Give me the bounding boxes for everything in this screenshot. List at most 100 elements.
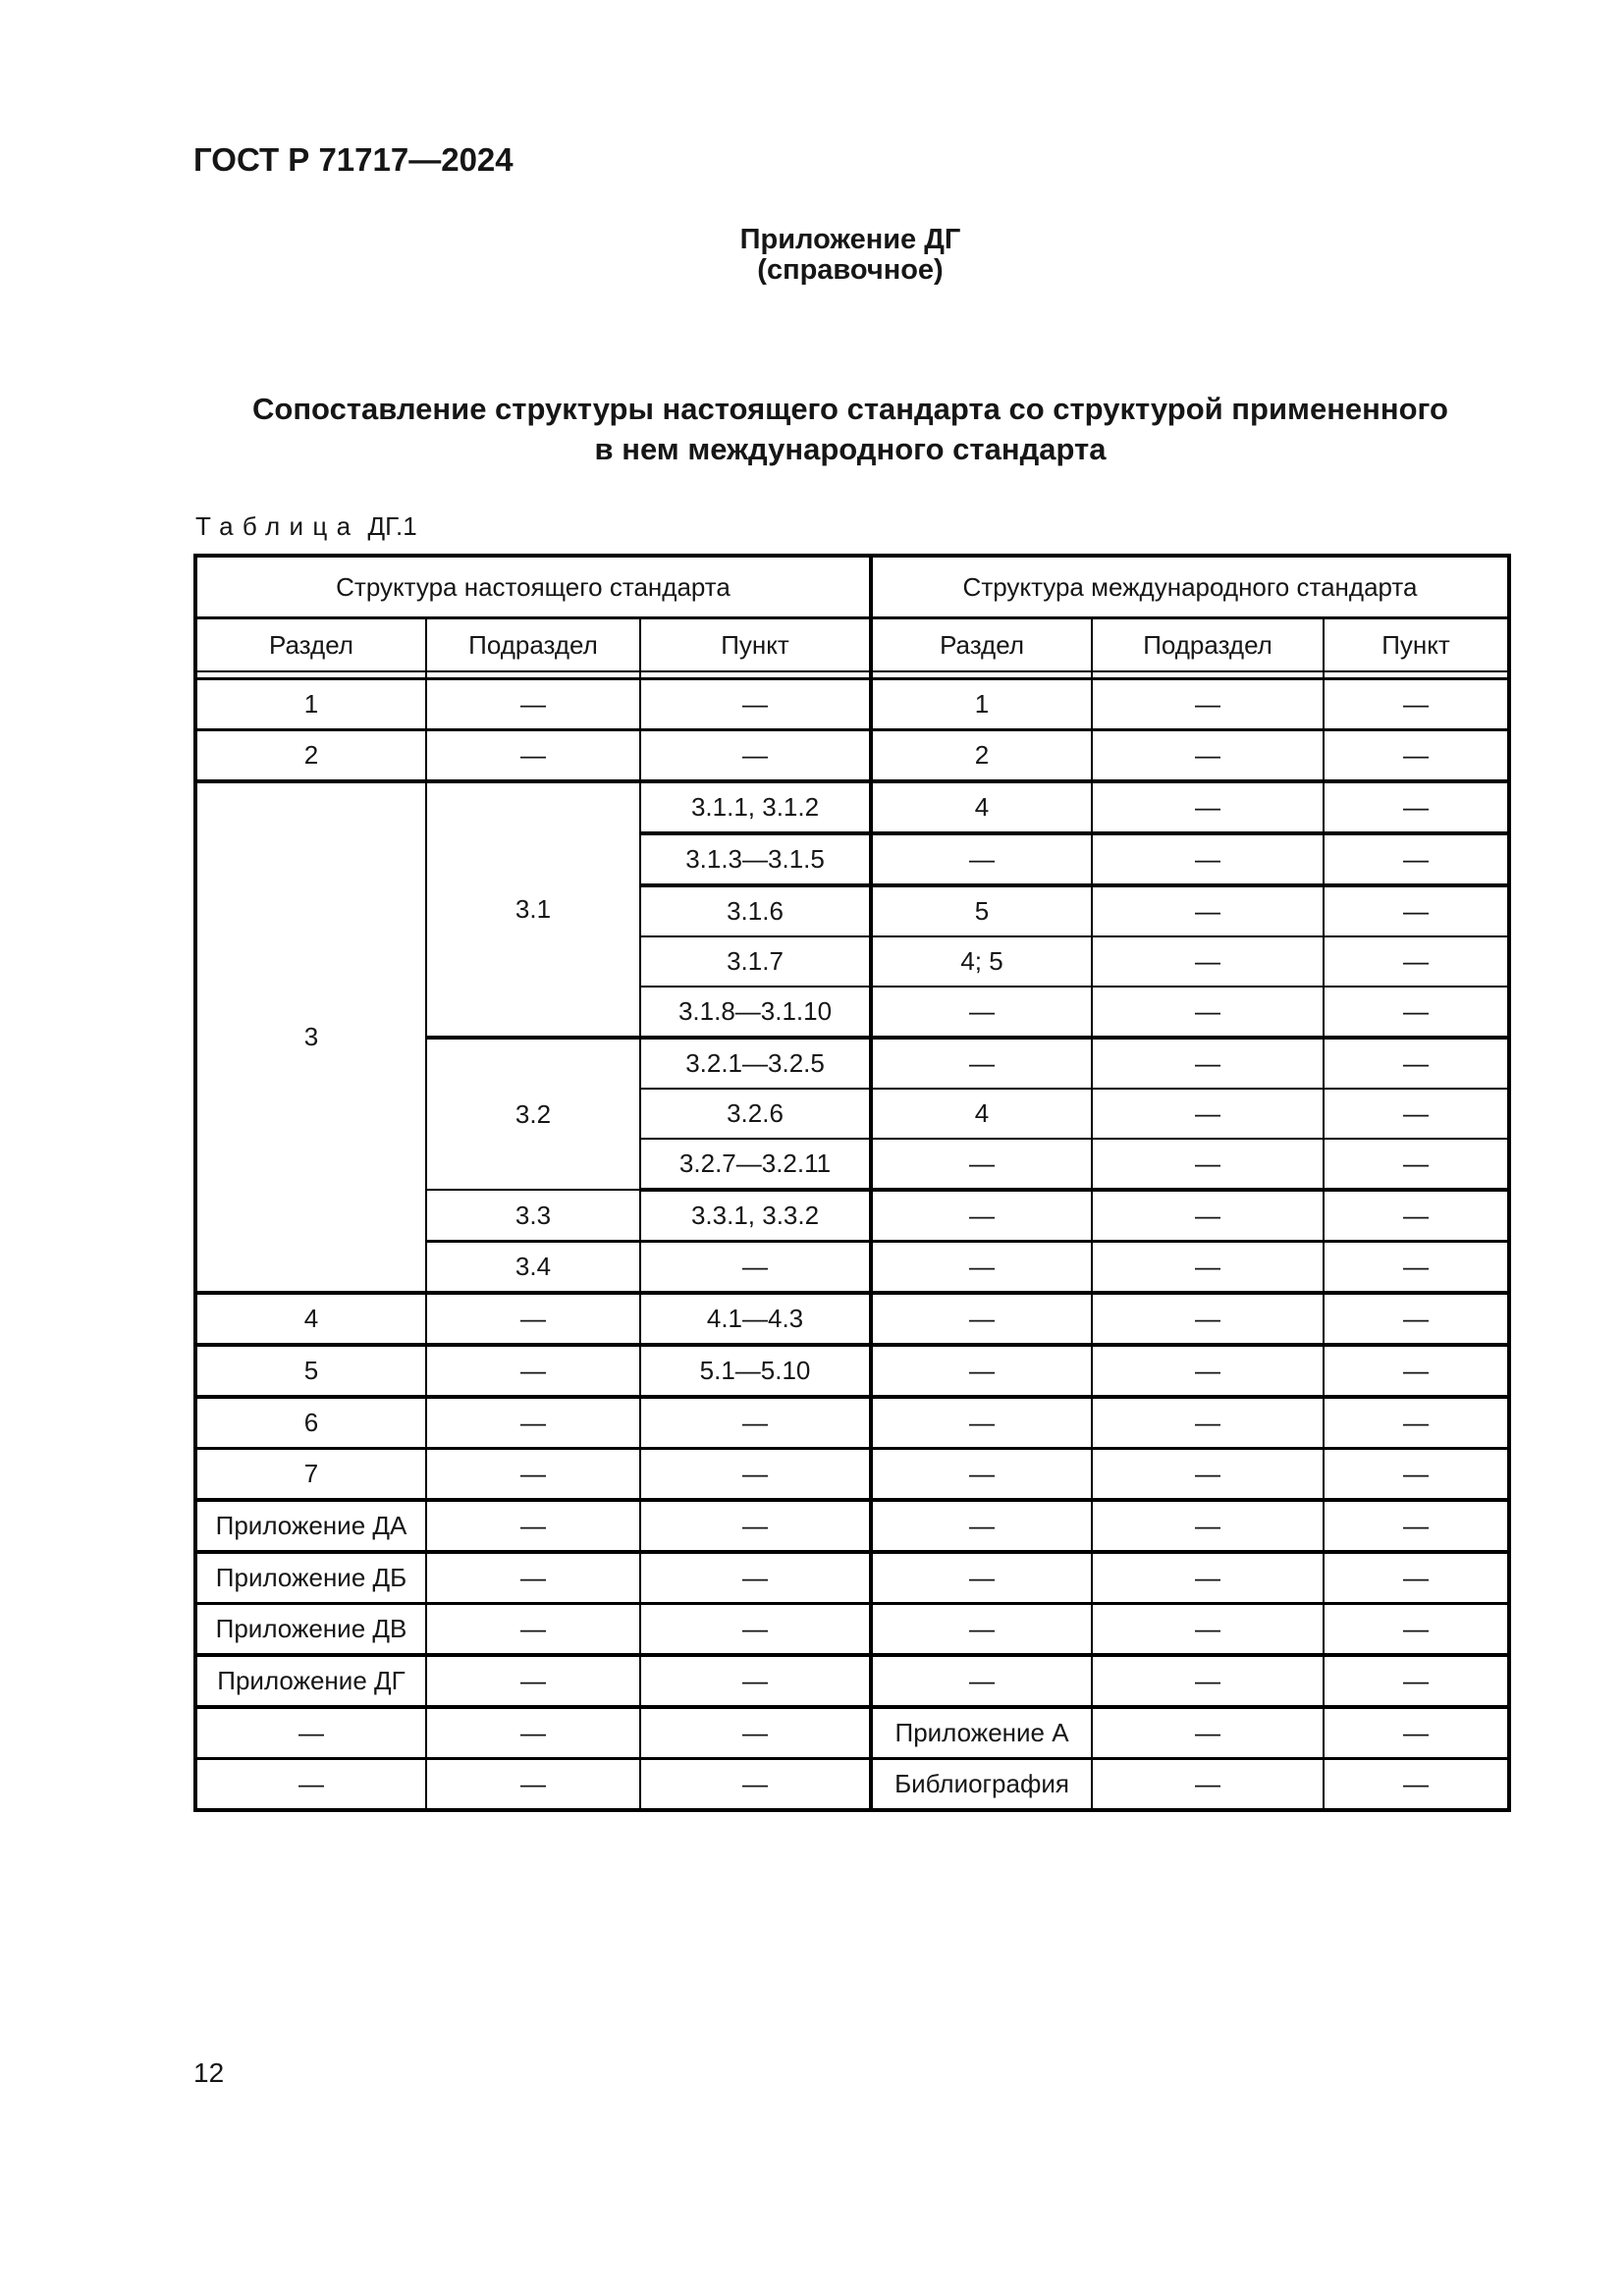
table-row: — — — Приложение А — —	[194, 1706, 1511, 1760]
table-cell: —	[1323, 1499, 1511, 1554]
table-cell: —	[425, 728, 641, 783]
table-cell: —	[1323, 1654, 1511, 1709]
table-cell: —	[1091, 1447, 1326, 1502]
table-cell: 3.3.1, 3.3.2	[638, 1189, 873, 1243]
table-cell: —	[1091, 986, 1326, 1040]
table-row: 3.2 3.2.1—3.2.5 — — —	[195, 1037, 1511, 1191]
table-cell: —	[425, 1499, 641, 1554]
section-title: Сопоставление структуры настоящего станд…	[193, 389, 1507, 469]
group-header-cell: Структура настоящего стандарта	[193, 555, 873, 619]
table-cell: 3.1.1, 3.1.2	[638, 780, 873, 835]
table-cell: —	[638, 728, 873, 783]
group-header-row: Структура настоящего стандарта Структура…	[193, 555, 1511, 619]
table-cell: —	[638, 1396, 873, 1450]
table-cell: 2	[194, 728, 427, 783]
table-row: Приложение ДГ — — — — —	[194, 1654, 1511, 1709]
table-row: 6 — — — — —	[194, 1396, 1511, 1450]
table-row: — — — Библиография — —	[194, 1757, 1511, 1812]
table-cell: 4.1—4.3	[638, 1292, 873, 1347]
table-cell: —	[1323, 1602, 1511, 1657]
appendix-type: (справочное)	[757, 254, 944, 286]
table-cell: —	[1091, 1189, 1326, 1243]
section-title-line1: Сопоставление структуры настоящего станд…	[252, 392, 1448, 426]
table-row: Приложение ДА — — — — —	[194, 1499, 1511, 1554]
table-cell: —	[638, 1654, 873, 1709]
table-cell: —	[1323, 1088, 1511, 1140]
table-cell: —	[425, 1757, 641, 1812]
table-cell: —	[1091, 728, 1326, 783]
table-cell: —	[1323, 1037, 1511, 1090]
table-cell: —	[425, 1602, 641, 1657]
double-rule-spacer	[869, 670, 1094, 680]
table-cell: —	[638, 1602, 873, 1657]
double-rule-spacer	[1323, 670, 1511, 680]
table-cell: —	[1323, 1138, 1511, 1192]
table-cell: —	[1091, 884, 1326, 937]
table-row: 3 3.1 3.1.1, 3.1.2 4 — —	[194, 780, 1511, 1295]
table-cell: 3.1.3—3.1.5	[638, 832, 873, 887]
table-cell: —	[1091, 1037, 1326, 1090]
table-cell: —	[1091, 1138, 1326, 1192]
table-cell: —	[869, 1654, 1094, 1709]
table-cell: —	[638, 1447, 873, 1502]
table-cell: —	[1323, 1757, 1511, 1812]
table-cell: —	[1323, 677, 1511, 731]
table-cell: —	[1323, 986, 1511, 1040]
table-cell: —	[1091, 780, 1326, 835]
table-cell: 4	[869, 780, 1094, 835]
table-cell: —	[869, 1037, 1094, 1090]
table-cell: —	[638, 1757, 873, 1812]
table-row: 1 — — 1 — —	[194, 677, 1511, 731]
doc-code: ГОСТ Р 71717—2024	[193, 141, 514, 178]
column-header-cell: Пункт	[638, 616, 873, 672]
table-cell: —	[1323, 1240, 1511, 1295]
appendix-heading: Приложение ДГ (справочное)	[193, 225, 1507, 286]
table-cell: —	[1091, 1396, 1326, 1450]
table-cell: 6	[194, 1396, 427, 1450]
table-cell: 3.1.7	[638, 935, 873, 988]
table-row: 3.1.7 4; 5 — —	[195, 935, 1511, 988]
table-cell: —	[1323, 1189, 1511, 1243]
table-cell: —	[869, 1138, 1094, 1192]
table-cell: —	[638, 1706, 873, 1760]
table-cell: —	[425, 1396, 641, 1450]
table-row: 3.1.6 5 — —	[195, 884, 1511, 937]
double-rule-spacer	[425, 670, 641, 680]
table-cell: —	[869, 1396, 1094, 1450]
table-cell: —	[1323, 1447, 1511, 1502]
column-header-cell: Пункт	[1323, 616, 1511, 672]
group-header-cell: Структура международного стандарта	[869, 555, 1511, 619]
table-cell: —	[1091, 832, 1326, 887]
table-row: 5 — 5.1—5.10 — — —	[194, 1344, 1511, 1399]
table-row: 2 — — 2 — —	[194, 728, 1511, 783]
table-cell: Приложение ДБ	[194, 1551, 427, 1605]
comparison-table: Структура настоящего стандарта Структура…	[193, 554, 1512, 1812]
table-row: Приложение ДБ — — — — —	[194, 1551, 1511, 1605]
table-cell: —	[869, 1551, 1094, 1605]
table-cell: 3.2.6	[638, 1088, 873, 1140]
table-cell: —	[1323, 884, 1511, 937]
table-cell: —	[1091, 1344, 1326, 1399]
column-header-cell: Подраздел	[425, 616, 641, 672]
table-cell: —	[1091, 1757, 1326, 1812]
table-row: 3.1.8—3.1.10 — — —	[195, 986, 1511, 1040]
table-row: 3.1.3—3.1.5 — — —	[195, 832, 1511, 887]
table-cell: —	[869, 832, 1094, 887]
table-cell: —	[425, 1551, 641, 1605]
table-cell: —	[869, 1499, 1094, 1554]
table-cell: —	[869, 1292, 1094, 1347]
table-cell: 5	[194, 1344, 427, 1399]
table-cell: —	[869, 1240, 1094, 1295]
table-cell: 3.3	[425, 1189, 641, 1243]
column-header-cell: Раздел	[869, 616, 1094, 672]
table-cell: 7	[194, 1447, 427, 1502]
table-cell: 3.2.7—3.2.11	[638, 1138, 873, 1192]
table-cell: 3.4	[425, 1240, 641, 1295]
table-cell: —	[1091, 1654, 1326, 1709]
column-header-cell: Раздел	[194, 616, 427, 672]
table-cell: —	[194, 1757, 427, 1812]
table-row: 7 — — — — —	[194, 1447, 1511, 1502]
double-rule-spacer	[638, 670, 873, 680]
table-cell: —	[425, 677, 641, 731]
